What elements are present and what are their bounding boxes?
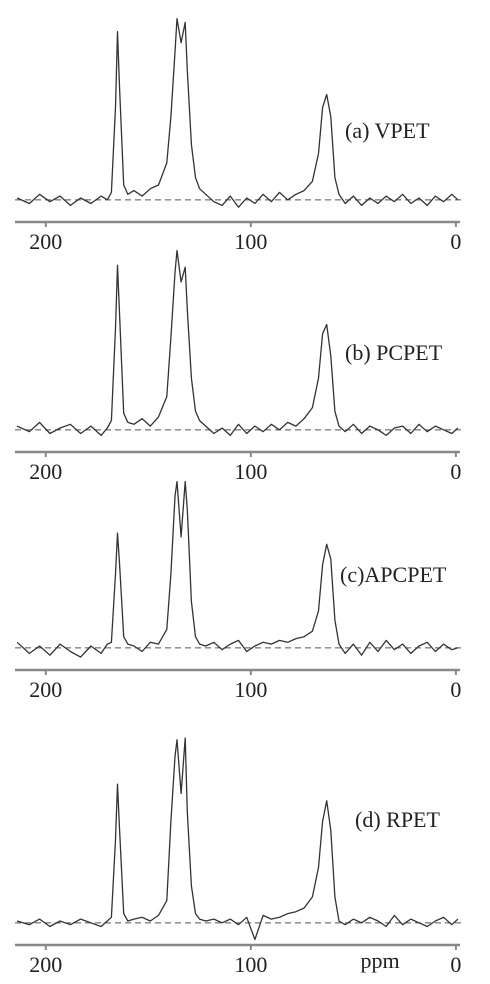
x-tick-label: 0	[450, 952, 461, 977]
x-axis-label: ppm	[360, 948, 399, 973]
spectrum-label: (d) RPET	[355, 807, 441, 832]
x-tick-label: 100	[234, 677, 267, 702]
spectrum-label: (b) PCPET	[345, 340, 443, 365]
x-tick-label: 100	[234, 459, 267, 484]
spectrum-line	[16, 18, 459, 208]
spectrum-label: (a) VPET	[345, 118, 430, 143]
spectrum-line	[16, 480, 459, 658]
x-tick-label: 0	[450, 677, 461, 702]
spectrum-label: (c)APCPET	[340, 562, 447, 587]
x-tick-label: 200	[29, 459, 62, 484]
x-tick-label: 0	[450, 459, 461, 484]
spectrum-line	[16, 249, 459, 437]
x-tick-label: 100	[234, 952, 267, 977]
x-tick-label: 100	[234, 229, 267, 254]
x-tick-label: 200	[29, 952, 62, 977]
spectrum-line	[16, 737, 459, 941]
x-tick-label: 0	[450, 229, 461, 254]
x-tick-label: 200	[29, 677, 62, 702]
x-tick-label: 200	[29, 229, 62, 254]
